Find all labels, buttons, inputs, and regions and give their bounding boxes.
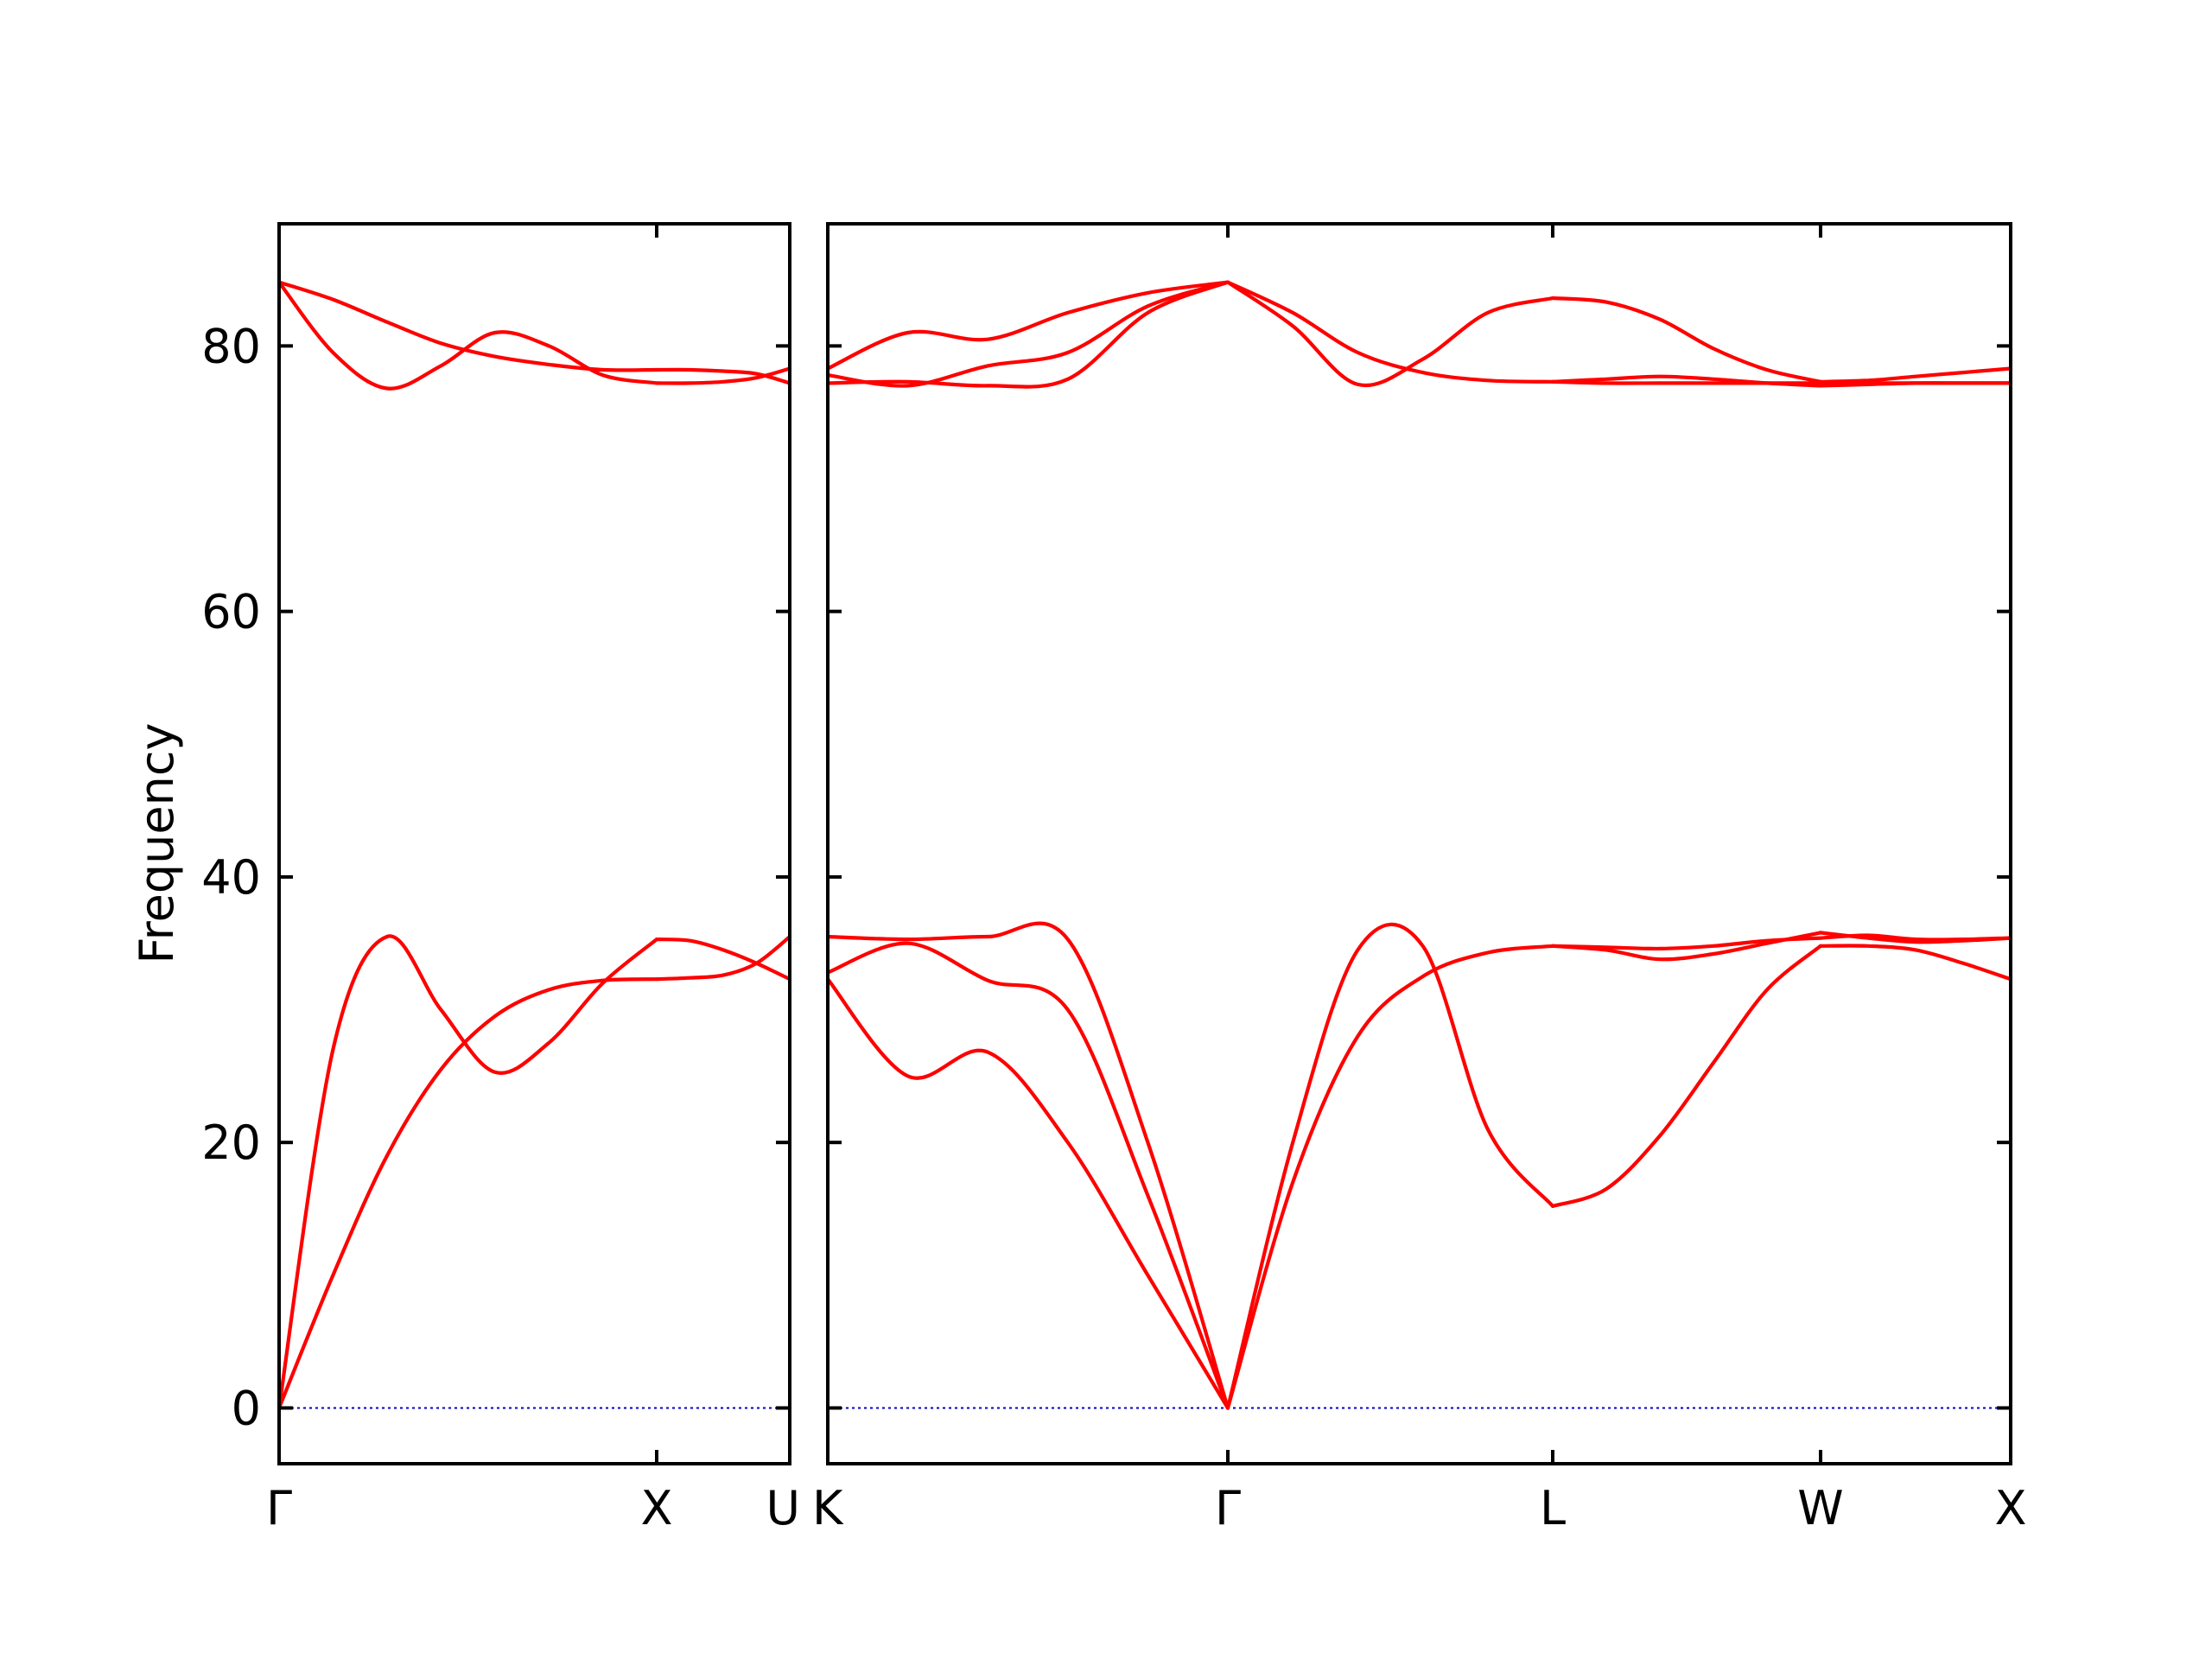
band-line-Γ-L-3 xyxy=(1225,280,1555,384)
panel-1-frame xyxy=(277,222,791,1465)
band-line-L-W-6 xyxy=(1550,296,1823,384)
band-line-Γ-X-4 xyxy=(276,280,659,391)
band-line-L-W-3 xyxy=(1550,936,1823,951)
band-line-X-U-4 xyxy=(654,366,792,385)
band-line-K-Γ-2 xyxy=(825,941,1230,1410)
y-tick-label: 0 xyxy=(232,1381,261,1435)
band-line-Γ-L-4 xyxy=(1225,280,1555,388)
band-line-Γ-L-2 xyxy=(1225,944,1555,1410)
x-tick-label: Γ xyxy=(266,1481,292,1535)
panel-2-frame xyxy=(826,222,2012,1465)
band-line-K-Γ-6 xyxy=(825,280,1230,371)
panel-1-ticks xyxy=(277,224,791,1464)
x-tick-label: U xyxy=(766,1481,800,1535)
y-axis-label: Frequency xyxy=(130,723,184,964)
x-tick-label: K xyxy=(812,1481,844,1535)
band-line-K-Γ-5 xyxy=(825,280,1230,388)
band-line-L-W-1 xyxy=(1550,944,1823,1208)
band-line-K-Γ-4 xyxy=(825,280,1230,389)
band-line-W-X-6 xyxy=(1818,366,2013,384)
x-tick-label: X xyxy=(1995,1481,2027,1535)
band-line-X-U-1 xyxy=(654,938,792,982)
band-line-L-W-5 xyxy=(1550,379,1823,385)
band-line-Γ-X-1 xyxy=(276,934,659,1410)
band-line-Γ-X-2 xyxy=(276,977,659,1410)
band-line-K-Γ-1 xyxy=(825,977,1230,1410)
x-tick-label: Γ xyxy=(1215,1481,1241,1535)
panel-2-ticks xyxy=(826,224,2012,1464)
y-tick-labels: 0 20 40 60 80 xyxy=(201,319,261,1435)
panel-1-bands xyxy=(276,280,792,1410)
x-tick-label: L xyxy=(1540,1481,1566,1535)
band-line-W-X-1 xyxy=(1818,944,2013,982)
x-tick-label: X xyxy=(641,1481,673,1535)
panel-2 xyxy=(825,222,2013,1465)
band-line-W-X-3 xyxy=(1818,933,2013,942)
x-tick-label: W xyxy=(1797,1481,1843,1535)
panel-2-bands xyxy=(825,280,2013,1410)
band-line-L-W-2 xyxy=(1550,931,1823,962)
band-line-Γ-L-1 xyxy=(1225,922,1555,1410)
y-tick-label: 60 xyxy=(201,585,261,639)
y-tick-label: 20 xyxy=(201,1116,261,1170)
band-line-K-Γ-3 xyxy=(825,921,1230,1410)
band-line-X-U-2 xyxy=(654,934,792,982)
panel-1 xyxy=(276,222,792,1465)
y-tick-label: 40 xyxy=(201,850,261,905)
y-tick-label: 80 xyxy=(201,319,261,373)
